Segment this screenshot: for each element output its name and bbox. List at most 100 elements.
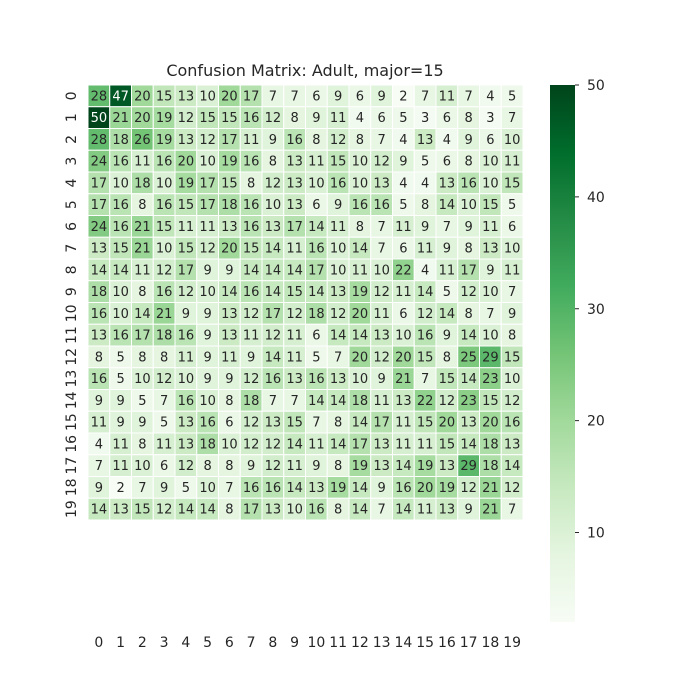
- x-tick-label: 8: [268, 635, 277, 651]
- y-tick-label: 4: [64, 178, 80, 187]
- cell-value-label: 8: [464, 242, 472, 257]
- cell-value-label: 7: [225, 481, 233, 496]
- cell-value-label: 7: [443, 220, 451, 235]
- cell-value-label: 18: [112, 133, 129, 148]
- cell-value-label: 8: [290, 111, 298, 126]
- cell-value-label: 13: [265, 503, 282, 518]
- cell-value-label: 13: [286, 176, 303, 191]
- cell-value-label: 15: [199, 111, 216, 126]
- y-tick-label: 16: [64, 435, 80, 453]
- cell-value-label: 19: [156, 133, 173, 148]
- cell-value-label: 21: [134, 220, 151, 235]
- cell-value-label: 17: [286, 220, 303, 235]
- cell-value-label: 7: [269, 89, 277, 104]
- cell-value-label: 11: [395, 437, 412, 452]
- cell-value-label: 15: [178, 242, 195, 257]
- cell-value-label: 23: [482, 372, 499, 387]
- cell-value-label: 10: [199, 394, 216, 409]
- cell-value-label: 11: [134, 155, 151, 170]
- cell-value-label: 14: [286, 263, 303, 278]
- cell-value-label: 11: [373, 394, 390, 409]
- cell-value-label: 12: [265, 437, 282, 452]
- cell-value-label: 25: [460, 350, 477, 365]
- cell-value-label: 11: [286, 459, 303, 474]
- x-tick-label: 3: [160, 635, 169, 651]
- cell-value-label: 13: [460, 416, 477, 431]
- x-tick-label: 13: [373, 635, 391, 651]
- cell-value-label: 11: [395, 416, 412, 431]
- cell-value-label: 8: [421, 198, 429, 213]
- cell-value-label: 19: [352, 459, 369, 474]
- cell-value-label: 16: [460, 176, 477, 191]
- cell-value-label: 10: [504, 133, 521, 148]
- cell-value-label: 14: [439, 198, 456, 213]
- cell-value-label: 16: [308, 503, 325, 518]
- cell-value-label: 8: [225, 394, 233, 409]
- cell-value-label: 16: [91, 307, 108, 322]
- cell-value-label: 7: [138, 481, 146, 496]
- cell-value-label: 29: [460, 459, 477, 474]
- cell-value-label: 11: [504, 155, 521, 170]
- cell-value-label: 9: [312, 111, 320, 126]
- cell-value-label: 8: [356, 133, 364, 148]
- cell-value-label: 8: [160, 350, 168, 365]
- cell-value-label: 7: [312, 416, 320, 431]
- cell-value-label: 29: [482, 350, 499, 365]
- cell-value-label: 17: [460, 263, 477, 278]
- x-tick-label: 17: [460, 635, 478, 651]
- cell-value-label: 3: [486, 111, 494, 126]
- cell-value-label: 9: [334, 89, 342, 104]
- cell-value-label: 19: [221, 155, 238, 170]
- cell-value-label: 10: [482, 285, 499, 300]
- cell-value-label: 9: [203, 372, 211, 387]
- cell-value-label: 16: [395, 481, 412, 496]
- cell-value-label: 8: [95, 350, 103, 365]
- cell-value-label: 14: [352, 503, 369, 518]
- cell-value-label: 14: [243, 263, 260, 278]
- cell-value-label: 12: [373, 155, 390, 170]
- cell-value-label: 16: [112, 155, 129, 170]
- cell-value-label: 13: [395, 394, 412, 409]
- cell-value-label: 11: [178, 350, 195, 365]
- cell-value-label: 11: [112, 459, 129, 474]
- y-tick-label: 8: [64, 265, 80, 274]
- cell-value-label: 13: [286, 198, 303, 213]
- colorbar-tick-label: 40: [587, 190, 605, 206]
- cell-value-label: 10: [373, 263, 390, 278]
- y-tick-label: 3: [64, 157, 80, 166]
- cell-value-label: 7: [334, 350, 342, 365]
- cell-value-label: 10: [199, 155, 216, 170]
- cell-value-label: 21: [134, 242, 151, 257]
- x-tick-label: 4: [181, 635, 190, 651]
- cell-value-label: 10: [330, 263, 347, 278]
- cell-value-label: 12: [286, 307, 303, 322]
- cell-value-label: 7: [421, 372, 429, 387]
- chart-title: Confusion Matrix: Adult, major=15: [166, 61, 443, 80]
- cell-value-label: 4: [399, 133, 407, 148]
- cell-value-label: 10: [112, 307, 129, 322]
- cell-value-label: 11: [395, 220, 412, 235]
- cell-value-label: 12: [330, 307, 347, 322]
- cell-value-label: 8: [334, 416, 342, 431]
- cell-value-label: 14: [112, 263, 129, 278]
- cell-value-label: 10: [134, 459, 151, 474]
- cell-value-label: 12: [243, 307, 260, 322]
- cell-value-label: 14: [439, 307, 456, 322]
- cell-value-label: 9: [116, 416, 124, 431]
- cell-value-label: 12: [156, 372, 173, 387]
- cell-value-label: 5: [116, 350, 124, 365]
- cell-value-label: 9: [203, 329, 211, 344]
- cell-value-label: 14: [330, 394, 347, 409]
- cell-value-label: 10: [134, 372, 151, 387]
- cell-value-label: 10: [352, 155, 369, 170]
- cell-value-label: 11: [330, 111, 347, 126]
- cell-value-label: 17: [243, 89, 260, 104]
- cell-value-label: 17: [265, 307, 282, 322]
- cell-value-label: 16: [243, 111, 260, 126]
- cell-value-label: 16: [178, 329, 195, 344]
- cell-value-label: 12: [439, 394, 456, 409]
- cell-value-label: 13: [91, 242, 108, 257]
- cell-value-label: 12: [178, 111, 195, 126]
- cell-value-label: 13: [373, 459, 390, 474]
